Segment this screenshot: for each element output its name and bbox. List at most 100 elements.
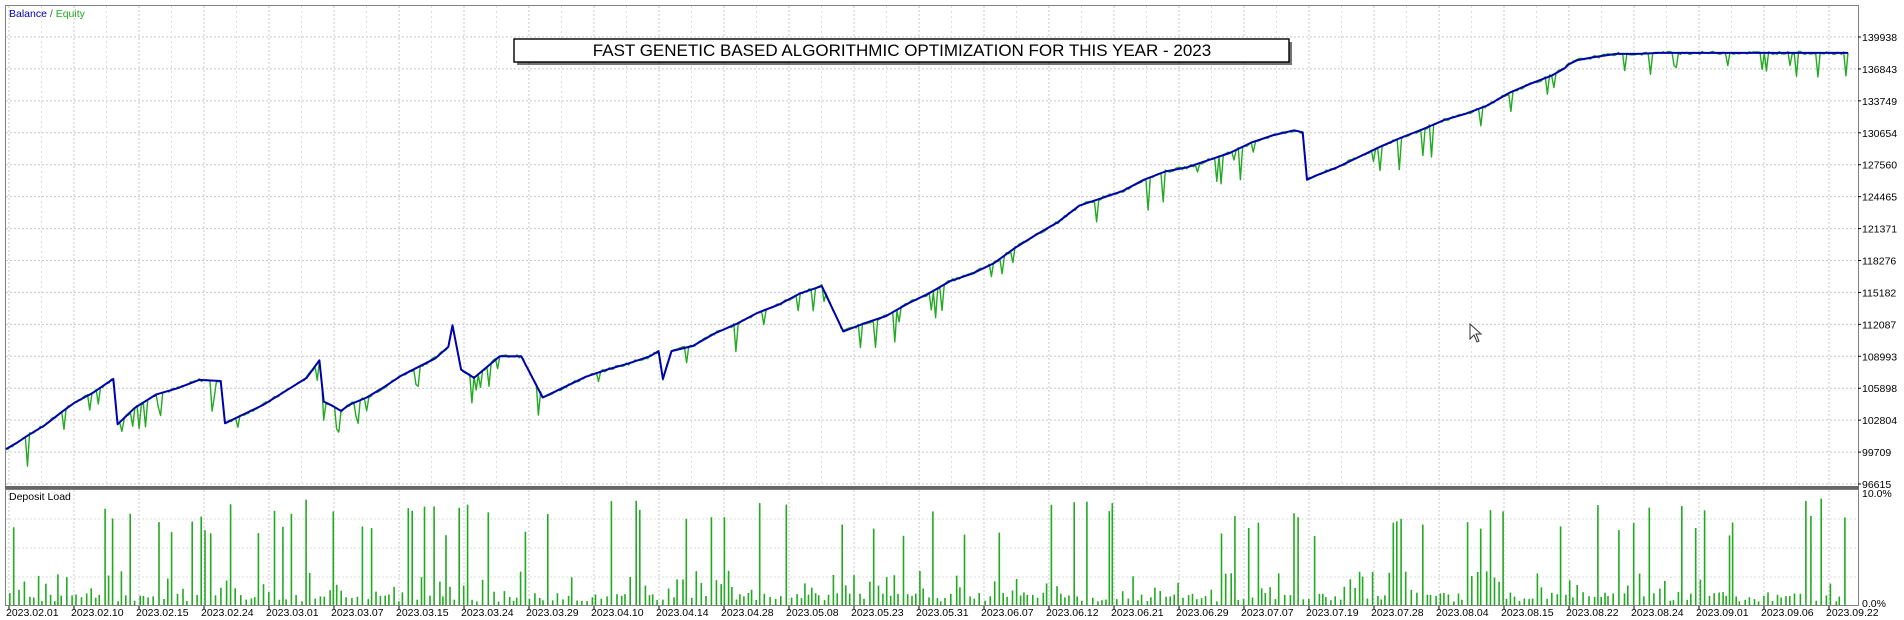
deposit-load-bar bbox=[1297, 517, 1299, 605]
deposit-load-bar bbox=[1556, 594, 1559, 605]
deposit-load-bar bbox=[845, 585, 847, 605]
x-tick-label: 2023.04.10 bbox=[591, 607, 644, 619]
deposit-load-bar bbox=[739, 594, 741, 605]
deposit-load-bar bbox=[955, 575, 958, 605]
deposit-load-bar bbox=[832, 575, 835, 605]
deposit-load-bar bbox=[45, 583, 47, 605]
x-tick-label: 2023.05.08 bbox=[786, 607, 839, 619]
deposit-load-bar bbox=[1269, 587, 1271, 605]
deposit-load-bar bbox=[542, 600, 544, 605]
deposit-load-bar bbox=[969, 596, 971, 605]
x-tick-label: 2023.07.07 bbox=[1241, 607, 1294, 619]
deposit-load-bar bbox=[1810, 515, 1812, 605]
deposit-load-bar bbox=[1283, 594, 1286, 605]
deposit-load-bar bbox=[420, 577, 423, 605]
y-tick-label: 130654 bbox=[1862, 128, 1897, 140]
title-box: FAST GENETIC BASED ALGORITHMIC OPTIMIZAT… bbox=[513, 38, 1292, 65]
deposit-load-bar bbox=[229, 504, 232, 605]
deposit-load-bar bbox=[1789, 596, 1791, 605]
deposit-load-bar bbox=[1404, 571, 1407, 605]
deposit-load-bar bbox=[1392, 522, 1395, 605]
deposit-load-bar bbox=[439, 581, 441, 605]
deposit-load-bar bbox=[1354, 587, 1356, 605]
deposit-load-bar bbox=[519, 571, 522, 605]
x-tick-label: 2023.07.19 bbox=[1306, 607, 1359, 619]
deposit-load-bar bbox=[1210, 589, 1213, 605]
deposit-load-bar bbox=[685, 518, 688, 605]
deposit-load-bar bbox=[1593, 597, 1596, 605]
deposit-load-bar bbox=[1011, 590, 1014, 605]
deposit-load-bar bbox=[204, 530, 206, 605]
x-tick-label: 2023.03.01 bbox=[266, 607, 319, 619]
deposit-load-bar bbox=[567, 595, 570, 605]
balance-line bbox=[5, 51, 1848, 450]
deposit-load-bar bbox=[1576, 585, 1578, 605]
deposit-load-bar bbox=[1793, 593, 1796, 605]
deposit-load-bar bbox=[182, 588, 184, 605]
deposit-load-bar bbox=[848, 593, 851, 605]
deposit-load-bar bbox=[922, 588, 924, 605]
deposit-load-bar bbox=[1023, 592, 1025, 605]
deposit-load-bar bbox=[1694, 528, 1697, 605]
x-tick-label: 2023.03.07 bbox=[331, 607, 384, 619]
deposit-load-bar bbox=[429, 595, 431, 605]
deposit-load-bar bbox=[600, 598, 603, 605]
deposit-load-bar bbox=[1718, 592, 1720, 605]
deposit-load-bar bbox=[314, 598, 316, 605]
deposit-load-bar bbox=[1509, 592, 1512, 605]
deposit-load-bar bbox=[1274, 599, 1277, 605]
deposit-load-bar bbox=[1242, 599, 1245, 605]
deposit-load-bar bbox=[1815, 600, 1817, 605]
deposit-load-bar bbox=[993, 581, 996, 605]
deposit-load-bar bbox=[731, 587, 733, 605]
x-tick-label: 2023.06.29 bbox=[1176, 607, 1229, 619]
deposit-load-bar bbox=[984, 600, 986, 605]
deposit-load-bar bbox=[1461, 599, 1463, 605]
deposit-load-bar bbox=[877, 585, 880, 605]
deposit-load-bar bbox=[57, 574, 59, 605]
x-tick-label: 2023.03.15 bbox=[396, 607, 449, 619]
x-tick-label: 2023.03.29 bbox=[526, 607, 579, 619]
x-tick-label: 2023.07.28 bbox=[1371, 607, 1424, 619]
deposit-load-bar bbox=[1042, 592, 1045, 605]
deposit-load-bar bbox=[932, 511, 934, 605]
deposit-load-bar bbox=[1325, 597, 1327, 605]
x-tick-label: 2023.05.23 bbox=[851, 607, 904, 619]
deposit-load-bar bbox=[606, 596, 608, 605]
deposit-load-bar bbox=[662, 599, 664, 605]
deposit-load-bar bbox=[305, 499, 307, 605]
deposit-load-bar bbox=[1154, 587, 1156, 605]
deposit-load-bar bbox=[345, 597, 347, 605]
deposit-load-bar bbox=[1002, 593, 1004, 605]
deposit-load-bar bbox=[1127, 598, 1130, 605]
deposit-load-bar bbox=[1358, 571, 1361, 605]
deposit-load-bar bbox=[1568, 580, 1571, 605]
legend-separator: / bbox=[47, 8, 56, 20]
x-tick-label: 2023.06.21 bbox=[1111, 607, 1164, 619]
deposit-load-bar bbox=[1422, 524, 1424, 605]
deposit-load-bar bbox=[66, 577, 68, 605]
deposit-load-bar bbox=[1196, 599, 1198, 605]
deposit-load-bar bbox=[796, 594, 798, 605]
deposit-load-bar bbox=[1767, 592, 1769, 605]
x-tick-label: 2023.05.31 bbox=[916, 607, 969, 619]
deposit-load-bar bbox=[1713, 593, 1715, 605]
x-tick-label: 2023.02.24 bbox=[201, 607, 254, 619]
deposit-load-bar bbox=[853, 575, 855, 605]
deposit-load-bar bbox=[882, 593, 884, 605]
deposit-load-bar bbox=[225, 580, 228, 605]
deposit-load-bar bbox=[234, 588, 236, 605]
deposit-load-bar bbox=[1653, 593, 1655, 605]
deposit-load-bar bbox=[1518, 600, 1521, 605]
deposit-load-bar bbox=[963, 534, 966, 605]
deposit-load-bar bbox=[723, 517, 726, 605]
deposit-load-bar bbox=[524, 531, 527, 605]
deposit-load-bar bbox=[240, 595, 242, 605]
deposit-load-bar bbox=[989, 596, 992, 605]
deposit-load-bar bbox=[515, 597, 518, 605]
price-scale: 139938 136843 133749 130654 127560 124465 1213… bbox=[1858, 32, 1897, 491]
deposit-load-bar bbox=[1844, 517, 1846, 605]
pane-separator[interactable] bbox=[5, 486, 1859, 489]
deposit-load-bar bbox=[1648, 507, 1651, 605]
deposit-load-bar bbox=[1056, 586, 1058, 605]
